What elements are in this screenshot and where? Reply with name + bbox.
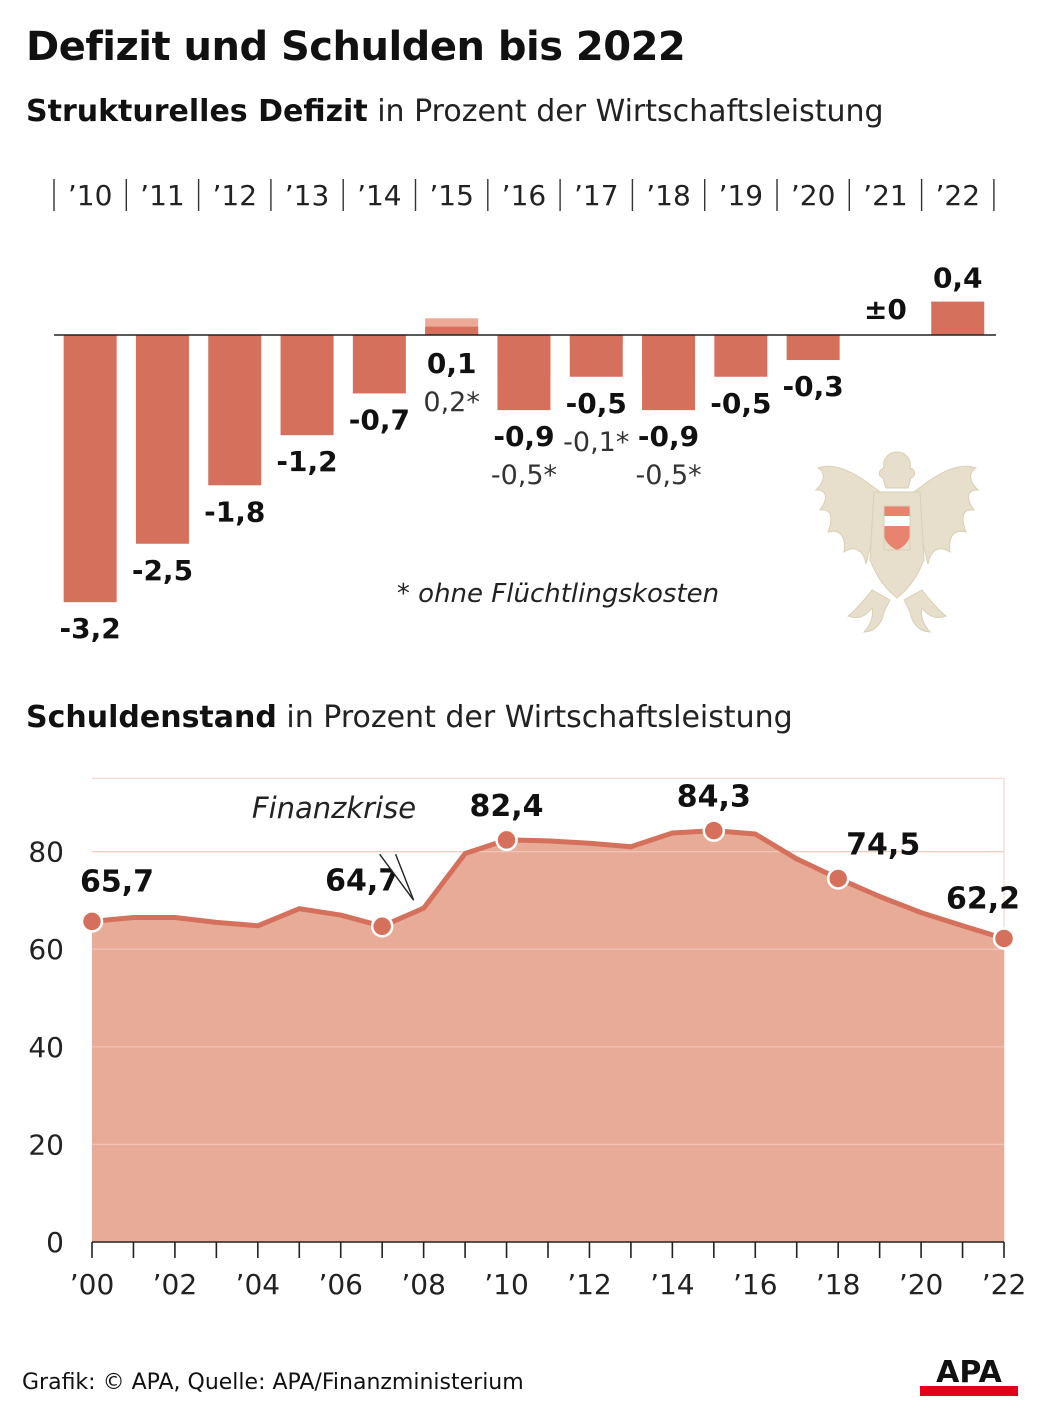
deficit-bar <box>569 335 623 377</box>
page-title: Defizit und Schulden bis 2022 <box>26 24 686 70</box>
x-tick-label: ’16 <box>733 1268 778 1301</box>
deficit-value-label: -0,9 <box>493 420 554 453</box>
year-tick-label: ’17 <box>574 179 619 212</box>
deficit-bar <box>135 335 189 544</box>
deficit-bar <box>714 335 768 377</box>
deficit-bar <box>208 335 262 486</box>
deficit-value-label: ±0 <box>864 293 907 326</box>
deficit-value-label: -0,7 <box>349 403 410 436</box>
year-tick-label: ’20 <box>791 179 836 212</box>
year-tick-label: ’14 <box>357 179 402 212</box>
deficit-value-label: 0,1 <box>427 347 477 380</box>
debt-highlight-point <box>80 910 104 933</box>
deficit-alt-value-label: -0,5* <box>635 460 701 491</box>
year-tick-label: ’13 <box>285 179 330 212</box>
debt-value-label: 84,3 <box>677 780 751 815</box>
debt-area <box>92 830 1004 1242</box>
deficit-footnote: * ohne Flüchtlingskosten <box>397 579 719 609</box>
deficit-value-label: -3,2 <box>60 612 121 645</box>
apa-logo: APA <box>920 1355 1018 1396</box>
annotation-callout <box>379 853 415 901</box>
x-tick-label: ’02 <box>153 1268 198 1301</box>
year-tick-label: ’12 <box>212 179 257 212</box>
x-tick-label: ’22 <box>982 1268 1027 1301</box>
austrian-eagle-emblem <box>814 451 980 633</box>
deficit-bar <box>931 301 985 335</box>
year-tick-label: ’11 <box>140 179 185 212</box>
source-credit: Grafik: © APA, Quelle: APA/Finanzministe… <box>22 1370 524 1395</box>
debt-line <box>91 828 1005 941</box>
year-tick-label: ’19 <box>719 179 764 212</box>
deficit-bar <box>63 335 117 603</box>
deficit-bar <box>497 335 551 411</box>
deficit-alt-value-label: -0,1* <box>563 427 629 458</box>
x-tick-label: ’12 <box>567 1268 612 1301</box>
debt-value-label: 62,2 <box>946 881 1020 916</box>
debt-value-label: 64,7 <box>325 863 399 898</box>
x-tick-label: ’18 <box>816 1268 861 1301</box>
deficit-value-label: -0,9 <box>638 420 699 453</box>
debt-value-label: 65,7 <box>80 864 154 899</box>
year-tick-label: ’22 <box>935 179 980 212</box>
debt-value-label: 82,4 <box>470 789 544 824</box>
debt-subtitle-rest: in Prozent der Wirtschaftsleistung <box>276 700 793 735</box>
year-tick-label: ’21 <box>863 179 908 212</box>
year-tick-label: ’15 <box>429 179 474 212</box>
annotation-finanzkrise: Finanzkrise <box>252 791 416 825</box>
apa-logo-text: APA <box>936 1355 1002 1390</box>
debt-area-chart: 0 20 40 60 80 ’00 ’02 ’04 ’06 ’08 ’10 ’12 ’14 ’16 ’18 ’… <box>28 777 1027 1301</box>
deficit-value-label: -2,5 <box>132 554 193 587</box>
debt-value-label: 74,5 <box>846 827 920 862</box>
deficit-bar <box>352 335 406 394</box>
x-tick-label: ’00 <box>70 1268 115 1301</box>
deficit-value-label: -0,3 <box>783 370 844 403</box>
deficit-bar <box>786 335 840 361</box>
deficit-value-label: 0,4 <box>933 262 983 295</box>
debt-highlight-point <box>370 915 394 938</box>
deficit-alt-value-label: 0,2* <box>423 387 479 418</box>
debt-highlight-point <box>992 927 1016 950</box>
x-tick-label: ’08 <box>401 1268 446 1301</box>
y-tick-label: 60 <box>28 933 64 966</box>
debt-subtitle-bold: Schuldenstand <box>26 700 277 735</box>
x-tick-label: ’14 <box>650 1268 695 1301</box>
x-tick-label: ’20 <box>899 1268 944 1301</box>
y-tick-label: 20 <box>28 1128 64 1161</box>
deficit-value-label: -1,2 <box>276 445 337 478</box>
deficit-bar <box>425 326 479 335</box>
deficit-value-label: -0,5 <box>566 387 627 420</box>
year-tick-label: ’18 <box>646 179 691 212</box>
deficit-subtitle-rest: in Prozent der Wirtschaftsleistung <box>367 94 884 129</box>
deficit-value-label: -0,5 <box>710 387 771 420</box>
deficit-subtitle-bold: Strukturelles Defizit <box>26 94 368 129</box>
x-tick-label: ’10 <box>484 1268 529 1301</box>
year-tick-label: ’16 <box>502 179 547 212</box>
debt-highlight-point <box>702 819 726 842</box>
deficit-subtitle: Strukturelles Defizit in Prozent der Wir… <box>26 94 884 129</box>
y-tick-label: 0 <box>46 1226 64 1259</box>
y-tick-label: 80 <box>28 836 64 869</box>
debt-subtitle: Schuldenstand in Prozent der Wirtschafts… <box>26 700 793 735</box>
y-tick-label: 40 <box>28 1031 64 1064</box>
deficit-bar <box>642 335 696 411</box>
deficit-alt-value-label: -0,5* <box>491 460 557 491</box>
debt-highlight-point <box>826 867 850 890</box>
x-tick-label: ’06 <box>318 1268 363 1301</box>
debt-highlight-point <box>495 828 518 852</box>
year-tick-label: ’10 <box>68 179 113 212</box>
deficit-bar-chart: ’10 ’11 ’12 ’13 ’14 ’15 ’16 ’17 ’18 ’19 ’20 ’21 ’22 -… <box>53 179 996 645</box>
deficit-bar <box>280 335 334 436</box>
x-tick-label: ’04 <box>236 1268 281 1301</box>
deficit-value-label: -1,8 <box>204 495 265 528</box>
